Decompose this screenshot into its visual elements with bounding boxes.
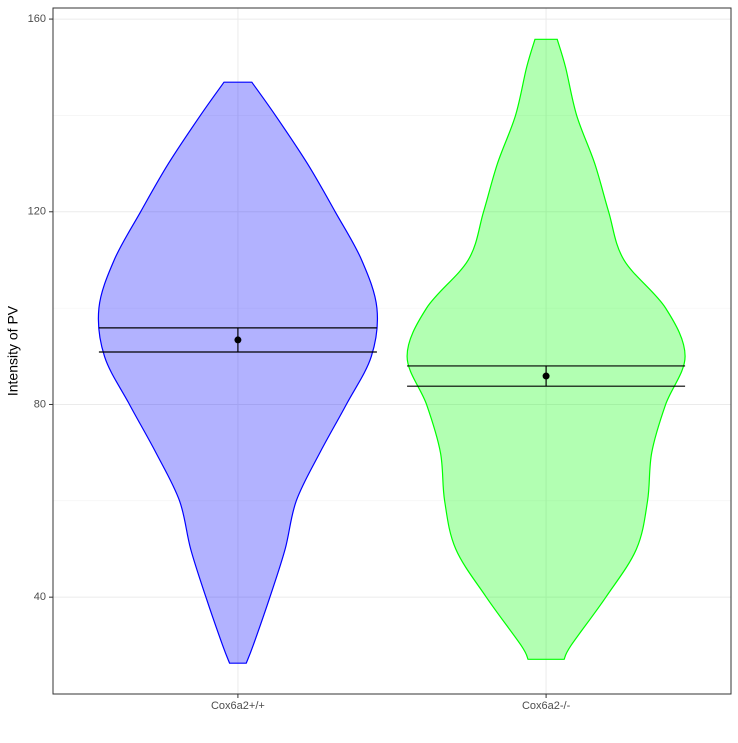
- x-tick-label: Cox6a2-/-: [522, 700, 571, 712]
- violin: [97, 81, 379, 664]
- grid: [53, 8, 731, 694]
- plot-border: [52, 7, 732, 695]
- x-tick-label: Cox6a2+/+: [211, 700, 265, 712]
- y-tick-label: 80: [34, 398, 46, 410]
- mean-point: [234, 336, 242, 344]
- y-tick-label: 160: [28, 13, 46, 25]
- y-axis-title: Intensity of PV: [5, 305, 21, 396]
- y-tick-label: 40: [34, 591, 46, 603]
- violin: [406, 38, 686, 660]
- y-tick-label: 120: [28, 206, 46, 218]
- mean-point: [542, 372, 550, 380]
- marks: [97, 38, 686, 664]
